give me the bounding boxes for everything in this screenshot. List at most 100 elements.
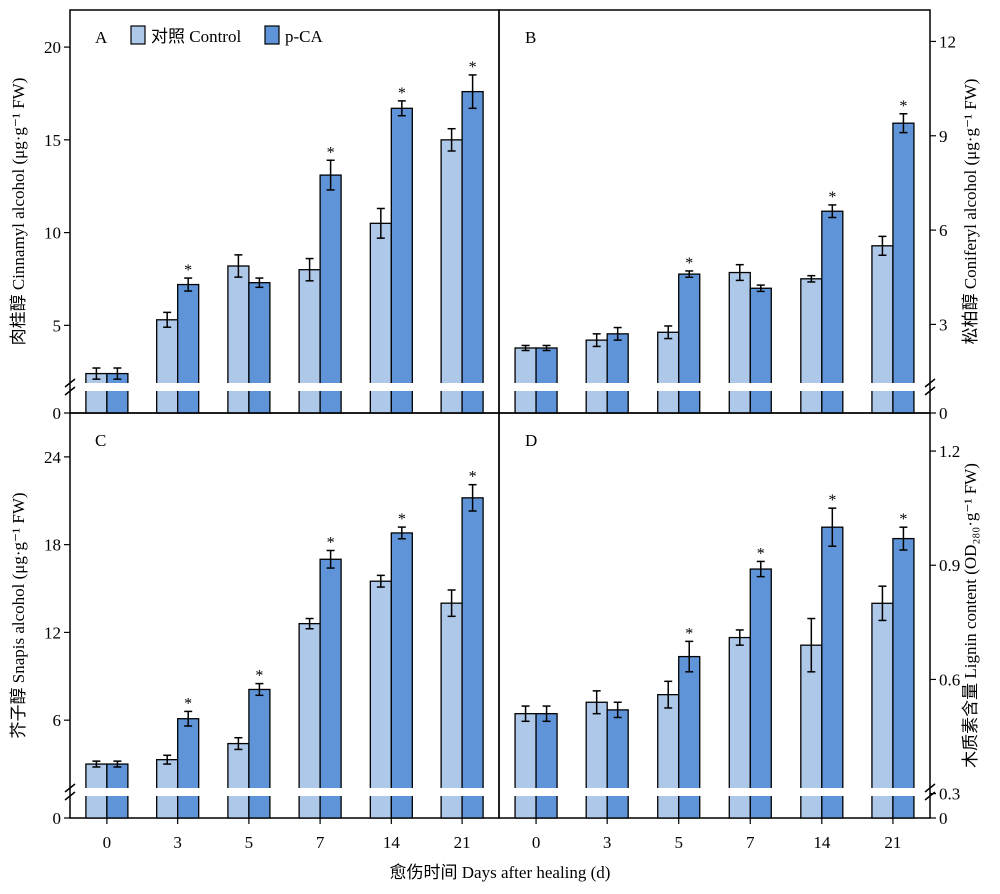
bar-treatment [606, 709, 629, 819]
bar-treatment [319, 174, 342, 414]
panel-frame [498, 9, 931, 414]
legend: 对照 Control p-CA [130, 25, 324, 46]
shared-x-axis-label: 愈伤时间 Days after healing (d) [390, 863, 611, 882]
panel-label: D [525, 431, 537, 450]
y-tick-label: 24 [44, 448, 62, 467]
x-tick-label: 0 [103, 833, 112, 852]
x-tick-label: 21 [454, 833, 471, 852]
axis-break-mark [64, 378, 76, 388]
significance-star: * [469, 469, 477, 486]
significance-star: * [757, 545, 765, 562]
bar-treatment [892, 537, 915, 819]
axis-break-band [71, 383, 498, 391]
bar-treatment [248, 688, 271, 819]
significance-star: * [685, 255, 693, 272]
axis-break-mark [924, 783, 936, 793]
y-tick-label: 0 [939, 404, 948, 423]
bar-control [514, 713, 537, 819]
y-tick-label: 5 [53, 316, 62, 335]
bar-treatment [892, 122, 915, 414]
y-tick-label: 10 [44, 224, 61, 243]
legend-swatch-treatment [264, 25, 280, 45]
significance-star: * [899, 511, 907, 528]
y-tick-label: 0.3 [939, 785, 960, 804]
bar-treatment [248, 282, 271, 414]
bar-control [156, 319, 179, 414]
y-tick-label: 15 [44, 131, 61, 150]
significance-star: * [255, 668, 263, 685]
y-tick-label: 3 [939, 315, 948, 334]
y-tick-label: 9 [939, 127, 948, 146]
y-tick-label: 1.2 [939, 442, 960, 461]
x-tick-label: 5 [674, 833, 683, 852]
bar-treatment [678, 273, 701, 414]
y-tick-label: 0.9 [939, 556, 960, 575]
significance-star: * [398, 511, 406, 528]
significance-star: * [828, 189, 836, 206]
bar-control [514, 347, 537, 414]
y-tick-label: 12 [939, 32, 956, 51]
y-tick-label: 0 [53, 809, 62, 828]
x-tick-label: 21 [884, 833, 901, 852]
bar-control [585, 701, 608, 819]
significance-star: * [899, 98, 907, 115]
y-axis-label: 芥子醇 Snapis alcohol (μg·g⁻¹ FW) [9, 492, 28, 738]
axis-break-band [500, 383, 929, 391]
x-tick-label: 3 [603, 833, 612, 852]
panel-label: A [95, 28, 108, 47]
x-tick-label: 3 [173, 833, 182, 852]
bar-treatment [535, 347, 558, 414]
significance-star: * [184, 695, 192, 712]
y-tick-label: 20 [44, 38, 61, 57]
legend-label-treatment: p-CA [285, 27, 324, 46]
bar-control [440, 139, 463, 414]
bar-treatment [390, 107, 413, 414]
x-tick-label: 14 [383, 833, 401, 852]
bar-treatment [821, 210, 844, 414]
significance-star: * [398, 85, 406, 102]
bar-treatment [390, 532, 413, 819]
bar-treatment [749, 287, 772, 414]
y-tick-label: 18 [44, 536, 61, 555]
panel-frame [69, 412, 500, 819]
bar-treatment [177, 718, 200, 819]
bar-treatment [461, 497, 484, 819]
legend-label-control: 对照 Control [151, 27, 241, 46]
significance-star: * [184, 262, 192, 279]
panel-B: B 0 3 6 9 12 松柏醇 Coniferyl alcohol (μg·g⁻¹ FW)… [498, 9, 980, 423]
axis-break-mark [924, 378, 936, 388]
axis-break-mark [924, 386, 936, 396]
panels: A 0 5 10 15 20 肉桂醇 Cinnamyl alcohol (μg·g⁻¹ FW… [9, 9, 980, 852]
y-tick-label: 12 [44, 623, 61, 642]
significance-star: * [828, 492, 836, 509]
bar-treatment [606, 333, 629, 414]
bar-treatment [461, 90, 484, 414]
y-axis-label: 木质素含量 Lignin content (OD₂₈₀·g⁻¹ FW) [961, 463, 980, 768]
y-tick-label: 0.6 [939, 670, 960, 689]
panel-C: C 0 6 12 18 24 芥子醇 Snapis alcohol (μg·g⁻¹ FW) 0… [9, 412, 500, 852]
panel-label: B [525, 28, 536, 47]
x-tick-label: 0 [532, 833, 541, 852]
significance-star: * [685, 625, 693, 642]
bar-control [728, 271, 751, 414]
x-tick-label: 7 [746, 833, 755, 852]
bar-treatment [821, 526, 844, 819]
axis-break-mark [64, 386, 76, 396]
x-tick-label: 14 [813, 833, 831, 852]
bar-treatment [319, 558, 342, 819]
significance-star: * [469, 59, 477, 76]
panel-frame [498, 412, 931, 819]
y-tick-label: 0 [939, 809, 948, 828]
y-tick-label: 6 [939, 221, 948, 240]
bar-control [585, 339, 608, 414]
panel-A: A 0 5 10 15 20 肉桂醇 Cinnamyl alcohol (μg·g⁻¹ FW… [9, 9, 500, 423]
bar-control [369, 580, 392, 819]
axis-break-band [500, 788, 929, 796]
bar-control [227, 742, 250, 819]
bar-control [800, 278, 823, 414]
axis-break-mark [924, 791, 936, 801]
bar-control [298, 269, 321, 414]
significance-star: * [327, 534, 335, 551]
